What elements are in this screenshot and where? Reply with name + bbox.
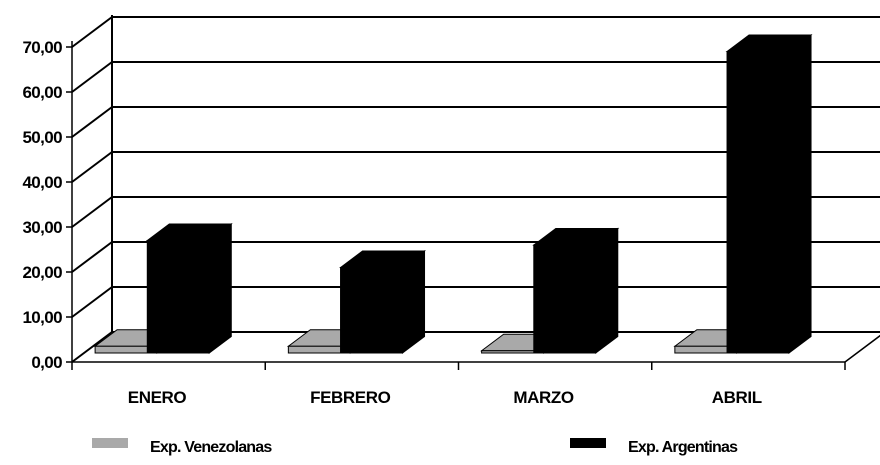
bar-front (340, 267, 404, 354)
y-tick-label: 20,00 (22, 263, 62, 282)
legend-item: Exp. Venezolanas (92, 438, 273, 456)
legend-label: Exp. Argentinas (628, 439, 738, 456)
bar-side (595, 227, 619, 354)
y-tick-label: 70,00 (22, 38, 62, 57)
bar-exp-argentinas-3 (725, 34, 813, 354)
y-tick-labels: 0,00 10,00 20,00 30,00 40,00 50,00 60,00 70,00 (22, 38, 62, 372)
x-category-label: FEBRERO (310, 388, 390, 407)
legend-swatch (92, 438, 128, 448)
bars (93, 34, 813, 354)
legend-swatch (570, 438, 606, 448)
gridline-diagonal (71, 286, 113, 318)
bar-side (402, 250, 426, 354)
floor-right-edge (844, 334, 880, 363)
x-category-label: ENERO (128, 388, 187, 407)
bar-front (726, 51, 790, 354)
legend-label: Exp. Venezolanas (150, 439, 272, 456)
bar-side (208, 223, 232, 354)
x-category-label: ABRIL (712, 388, 762, 407)
gridline-diagonal (71, 16, 113, 48)
gridline-diagonal (71, 61, 113, 93)
bar-side (788, 34, 812, 354)
y-tick-label: 50,00 (22, 128, 62, 147)
bar-front (533, 244, 597, 354)
y-tick-label: 40,00 (22, 173, 62, 192)
bar-exp-argentinas-2 (532, 227, 620, 354)
bar-exp-argentinas-1 (339, 250, 427, 354)
y-tick-label: 30,00 (22, 218, 62, 237)
bar-exp-argentinas-0 (145, 223, 233, 354)
axes (66, 15, 880, 370)
gridline-diagonal (71, 196, 113, 228)
bar-front (146, 240, 210, 354)
gridline-diagonal (71, 331, 113, 363)
y-tick-label: 10,00 (22, 308, 62, 327)
y-tick-label: 60,00 (22, 83, 62, 102)
y-tick-label: 0,00 (31, 353, 62, 372)
x-category-label: MARZO (513, 388, 573, 407)
x-category-labels: ENERO FEBRERO MARZO ABRIL (128, 388, 762, 407)
gridline-diagonal (71, 106, 113, 138)
legend-item: Exp. Argentinas (570, 438, 739, 456)
gridline-diagonal (71, 241, 113, 273)
legend: Exp. Venezolanas Exp. Argentinas (92, 438, 739, 456)
gridline-diagonal (71, 151, 113, 183)
